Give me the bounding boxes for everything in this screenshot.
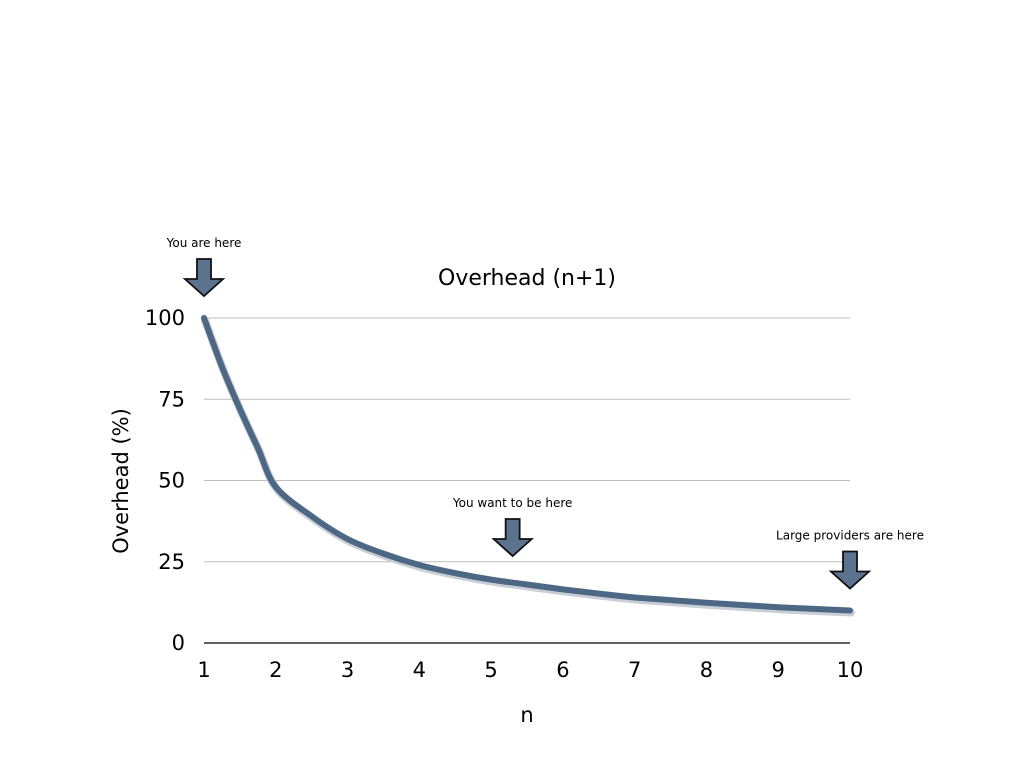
annotation: You are here (166, 236, 242, 298)
x-tick-label: 2 (269, 658, 282, 682)
series-line-shadow (201, 316, 855, 617)
y-tick-label: 100 (145, 306, 185, 330)
y-axis-label: Overhead (%) (109, 408, 133, 554)
x-tick-label: 9 (772, 658, 785, 682)
chart-title: Overhead (n+1) (438, 266, 616, 291)
down-arrow-icon (491, 518, 534, 558)
x-axis-label: n (520, 703, 533, 727)
x-tick-label: 7 (628, 658, 641, 682)
series-line-0 (201, 315, 853, 614)
x-tick-label: 6 (556, 658, 569, 682)
y-tick-label: 75 (158, 387, 185, 411)
annotation-label: You want to be here (452, 496, 573, 510)
down-arrow-icon (828, 550, 872, 590)
annotation: Large providers are here (776, 529, 924, 590)
down-arrow-icon (182, 258, 226, 298)
annotation-label: Large providers are here (776, 529, 924, 543)
x-tick-label: 10 (837, 658, 864, 682)
annotation: You want to be here (452, 496, 573, 558)
x-tick-label: 1 (197, 658, 210, 682)
x-tick-label: 4 (413, 658, 426, 682)
tick-labels: 0 25 50 75 100 1 2 3 4 5 6 7 8 9 10 (145, 306, 863, 682)
x-tick-label: 8 (700, 658, 713, 682)
series-layer (201, 315, 855, 617)
annotation-label: You are here (166, 236, 242, 250)
y-tick-label: 0 (172, 631, 185, 655)
y-tick-label: 50 (158, 469, 185, 493)
y-tick-label: 25 (158, 550, 185, 574)
x-tick-label: 3 (341, 658, 354, 682)
annotations: You are here You want to be here Large pro… (166, 236, 924, 590)
x-tick-label: 5 (484, 658, 497, 682)
grid-lines (204, 317, 850, 644)
